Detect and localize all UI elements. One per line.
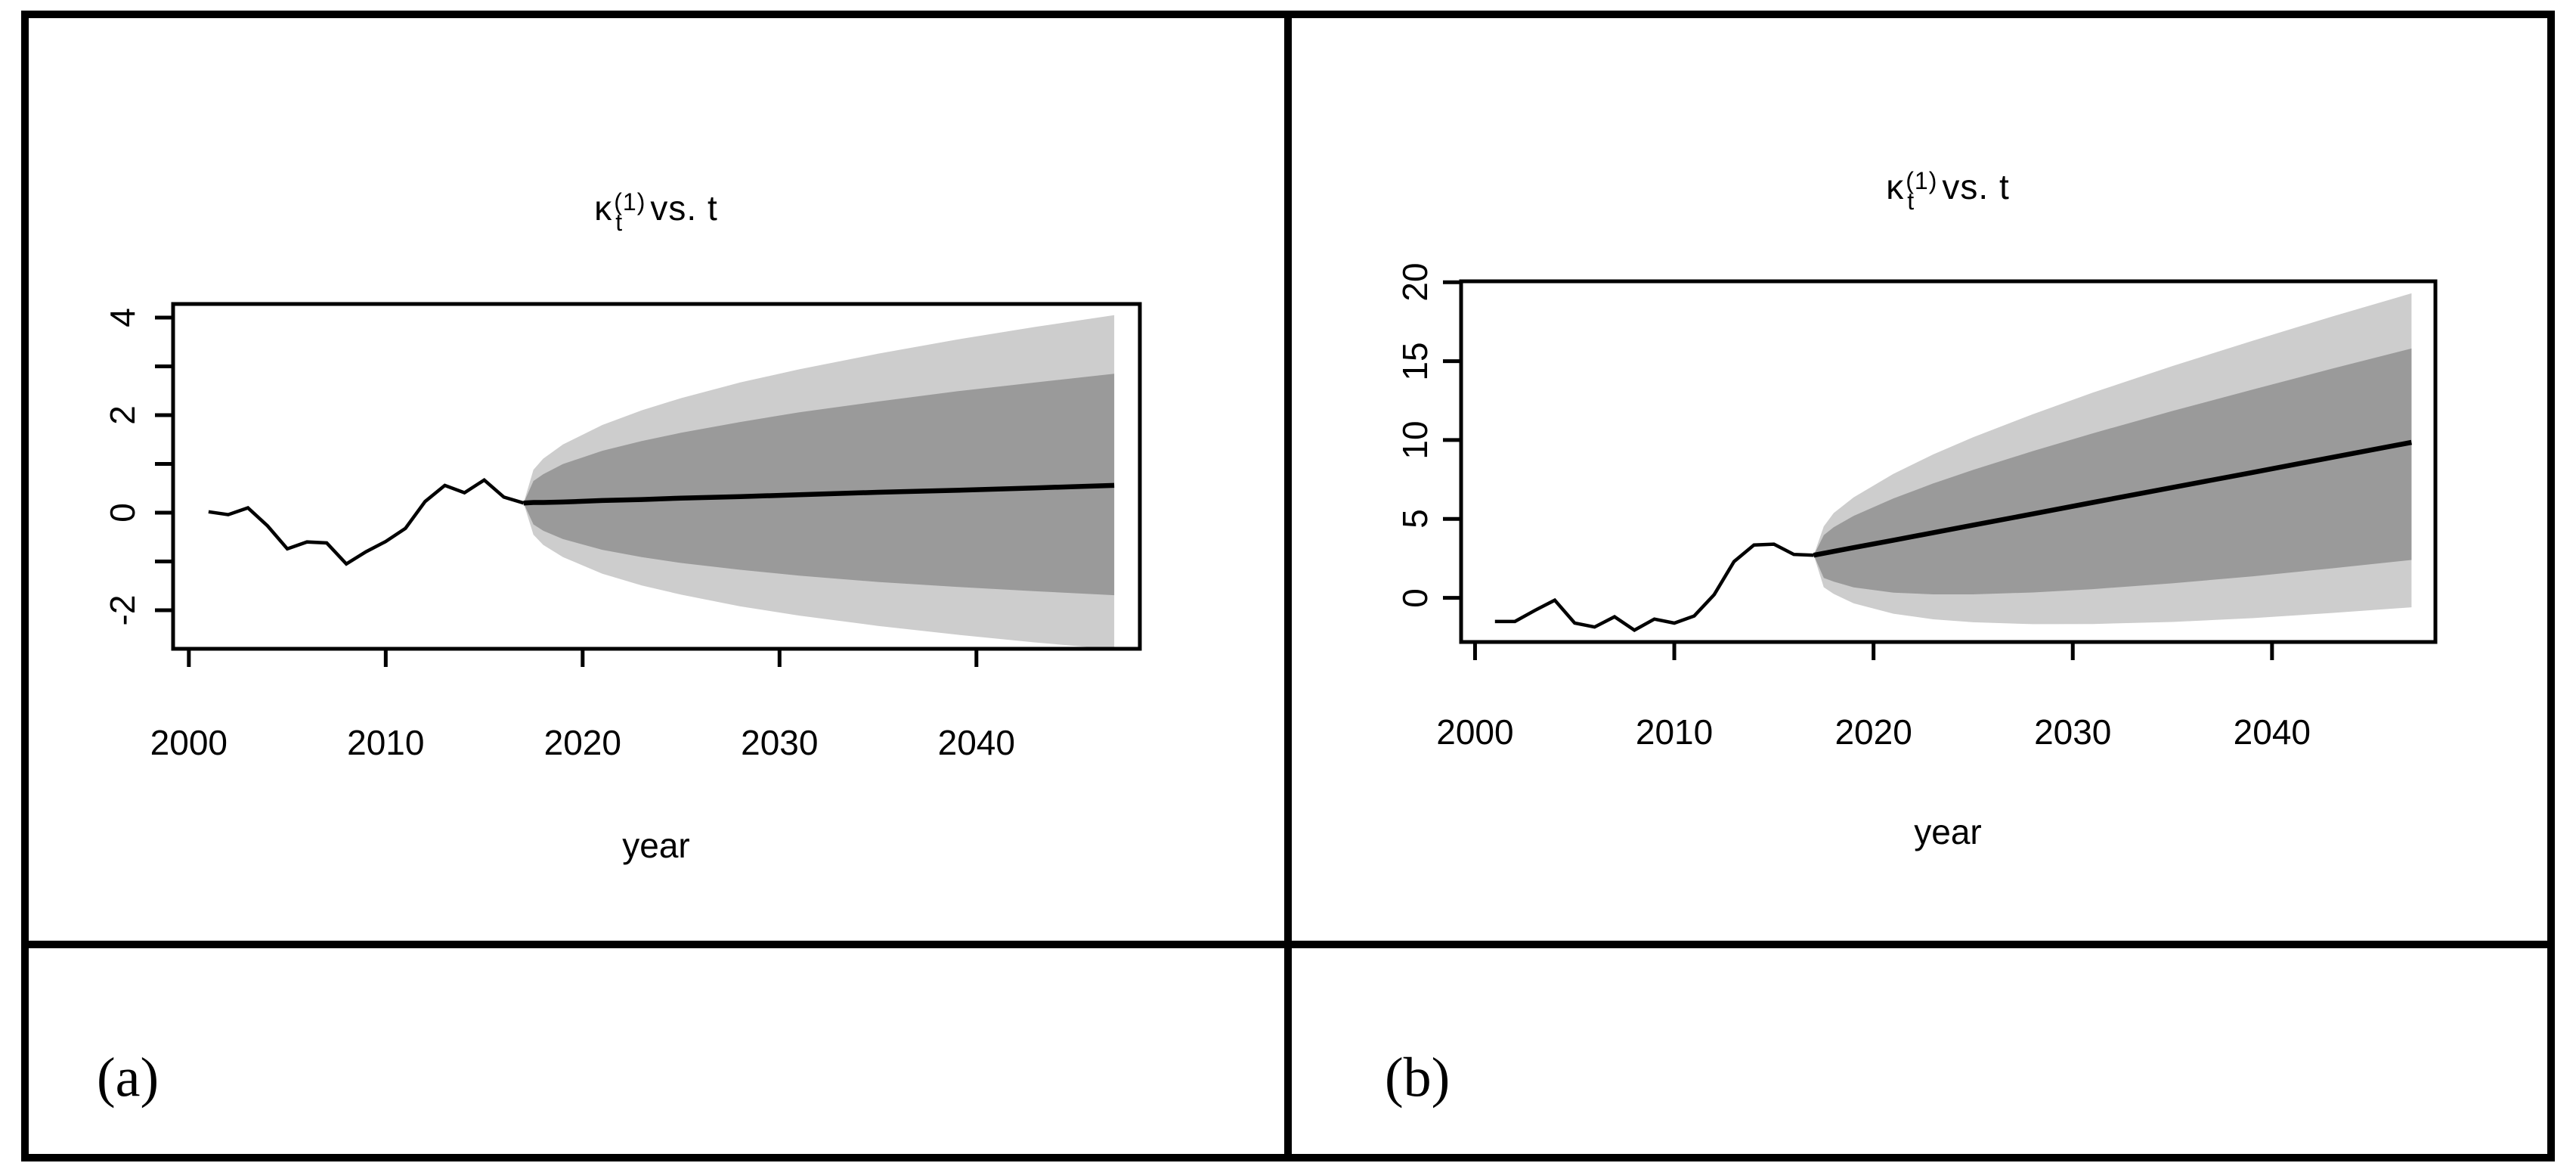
panel-b-y-tick-label: 20 (1395, 262, 1435, 302)
panel-a-forecast-center-line (523, 482, 1115, 506)
kappa-scripts: (1) t (1906, 166, 1938, 215)
panel-a-caption: (a) (97, 1047, 159, 1109)
panel-a-y-tick-label: 2 (103, 405, 142, 425)
panel-a-plot-box (171, 302, 1142, 651)
panel-b-plot-box (1459, 279, 2438, 644)
panel-a-x-tick-label: 2020 (543, 723, 621, 762)
panel-b-x-tick-label: 2000 (1436, 712, 1514, 752)
panel-a-y-tick-label: -2 (103, 594, 142, 626)
panel-b-x-tick-label: 2010 (1635, 712, 1714, 752)
panel-b-y-tick-label: 10 (1395, 420, 1435, 460)
kappa-symbol: κ (594, 188, 613, 228)
panel-b-caption: (b) (1385, 1047, 1451, 1109)
panel-b-historical-line (1494, 542, 1814, 633)
panel-b-xaxis-label: year (1914, 812, 1982, 851)
panel-b-y-tick-label: 0 (1395, 588, 1435, 608)
panel-a-x-tick-label: 2030 (741, 723, 819, 762)
panel-a-xaxis-label: year (622, 826, 690, 865)
panel-a-historical-line (208, 477, 525, 566)
figure-horizontal-divider (21, 941, 2555, 948)
kappa-subscript: t (1907, 187, 1915, 215)
panel-b-x-tick-label: 2040 (2233, 712, 2311, 752)
kappa-superscript: (1) (614, 188, 646, 216)
panel-a-x-tick-label: 2000 (150, 723, 228, 762)
panel-b-x-tick-label: 2030 (2034, 712, 2112, 752)
panel-a-title: κ (1) t vs. t (594, 188, 718, 236)
panel-b-y-tick-label: 15 (1395, 341, 1435, 381)
panel-a-y-tick-label: 0 (103, 503, 142, 523)
panel-a-inner-confidence-band (523, 374, 1115, 596)
kappa-scripts: (1) t (614, 188, 646, 236)
panel-b-title: κ (1) t vs. t (1886, 166, 2010, 215)
figure-vertical-divider (1284, 11, 1292, 1154)
title-rest: vs. t (1942, 166, 2010, 206)
panel-b-y-tick-label: 5 (1395, 509, 1435, 529)
panel-a-x-tick-label: 2040 (937, 723, 1015, 762)
panel-b-inner-confidence-band (1813, 348, 2412, 594)
kappa-subscript: t (615, 208, 624, 236)
panel-b-x-tick-label: 2020 (1834, 712, 1912, 752)
kappa-superscript: (1) (1906, 166, 1938, 194)
title-rest: vs. t (650, 188, 718, 228)
kappa-symbol: κ (1886, 166, 1905, 206)
panel-b-forecast-center-line (1813, 439, 2413, 558)
panel-a-x-tick-label: 2010 (347, 723, 425, 762)
panel-a-y-tick-label: 4 (103, 308, 142, 327)
